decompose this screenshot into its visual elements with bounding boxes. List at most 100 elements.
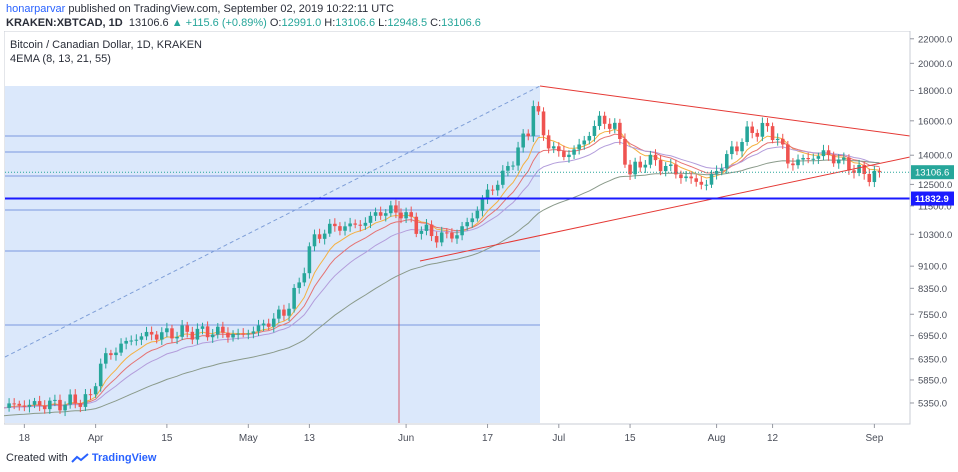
created-with-text: Created with — [6, 452, 68, 464]
published-text: published on TradingView.com, September … — [68, 3, 394, 15]
candle-body — [17, 403, 22, 406]
x-tick-label: Apr — [88, 433, 104, 444]
candle-body — [719, 168, 724, 171]
candle-body — [572, 149, 576, 155]
candle-body — [404, 212, 408, 219]
candle-body — [450, 232, 454, 239]
candle-body — [516, 147, 520, 166]
candle-body — [668, 164, 673, 166]
upper-trendline — [539, 85, 911, 137]
candle-body — [414, 216, 419, 234]
candle-body — [154, 334, 159, 340]
candle-body — [53, 399, 57, 401]
candle-body — [353, 223, 357, 225]
candle-body — [658, 160, 663, 172]
x-tick-label: 12 — [767, 433, 779, 444]
candle-body — [124, 340, 128, 344]
candle-body — [42, 405, 47, 410]
candle-body — [327, 223, 332, 234]
candle-body — [806, 158, 810, 160]
candle-body — [282, 309, 286, 316]
candle-body — [246, 333, 251, 335]
candle-body — [557, 146, 561, 152]
candle-body — [648, 154, 653, 165]
horizontal-levels — [5, 135, 540, 326]
candle-body — [12, 403, 16, 405]
candle-body — [689, 176, 693, 179]
candle-body — [429, 224, 434, 237]
legend-indicator: 4EMA (8, 13, 21, 55) — [10, 53, 111, 65]
candle-body — [567, 154, 571, 158]
candle-body — [261, 323, 266, 326]
candle-body — [139, 336, 144, 340]
candle-body — [551, 146, 556, 149]
candle-body — [501, 170, 505, 185]
change-up-icon: ▲ — [171, 17, 183, 29]
x-tick-label: Jul — [552, 433, 565, 444]
candle-body — [638, 161, 643, 168]
candle-body — [796, 159, 800, 166]
candle-body — [134, 339, 139, 341]
candle-body — [333, 223, 337, 227]
y-tick-label: 12500.0 — [918, 180, 952, 191]
candle-body — [821, 150, 826, 157]
low-value: 12948.5 — [387, 17, 428, 29]
candle-body — [663, 165, 668, 172]
candle-body — [643, 164, 648, 168]
candle-body — [383, 213, 388, 216]
candle-body — [144, 331, 149, 337]
candle-body — [709, 173, 714, 185]
candle-body — [546, 135, 551, 149]
candle-body — [129, 340, 134, 342]
candle-body — [251, 331, 256, 334]
highlight-range — [5, 86, 540, 423]
candle-body — [78, 403, 83, 407]
candle-body — [445, 232, 449, 234]
last-price-label: 13106.6 — [915, 168, 949, 179]
candle-body — [190, 331, 195, 340]
candles — [7, 100, 882, 417]
publish-line: honarparvar published on TradingView.com… — [6, 3, 394, 15]
candle-body — [170, 328, 174, 339]
candle-body — [292, 287, 296, 309]
candle-body — [215, 326, 220, 335]
author-link[interactable]: honarparvar — [6, 3, 66, 15]
price-chart[interactable]: 22000.0 20000.0 18000.0 16000.0 14000.0 12500… — [4, 31, 954, 449]
high-label: H: — [324, 17, 336, 29]
candle-body — [847, 157, 851, 171]
projection-dashed-line — [4, 85, 541, 358]
candle-body — [27, 404, 32, 407]
tradingview-brand[interactable]: TradingView — [91, 452, 157, 464]
candle-body — [872, 170, 877, 183]
candle-body — [842, 157, 846, 160]
candle-body — [582, 140, 587, 145]
close-label: C: — [430, 17, 442, 29]
candle-body — [363, 222, 368, 226]
candle-body — [277, 309, 281, 319]
candle-body — [83, 394, 88, 407]
candle-body — [434, 236, 439, 243]
candle-body — [271, 318, 276, 327]
candle-body — [455, 235, 459, 239]
candle-body — [465, 222, 469, 227]
drawings — [419, 85, 911, 262]
candle-body — [165, 328, 169, 333]
x-tick-label: 15 — [624, 433, 636, 444]
candle-body — [506, 166, 510, 171]
symbol-line: KRAKEN:XBTCAD, 1D — [6, 17, 123, 29]
candle-body — [755, 132, 760, 137]
candle-body — [37, 401, 42, 406]
candle-body — [22, 405, 27, 407]
candle-body — [750, 126, 754, 133]
candle-body — [877, 170, 882, 173]
candle-body — [32, 401, 37, 405]
y-tick-label: 18000.0 — [918, 86, 952, 97]
candle-body — [195, 328, 200, 340]
open-value: 12991.0 — [281, 17, 322, 29]
candle-body — [775, 138, 780, 141]
candle-body — [765, 122, 770, 127]
candle-body — [607, 123, 612, 129]
candle-body — [48, 400, 52, 410]
candle-body — [409, 212, 413, 217]
candle-body — [684, 176, 688, 179]
